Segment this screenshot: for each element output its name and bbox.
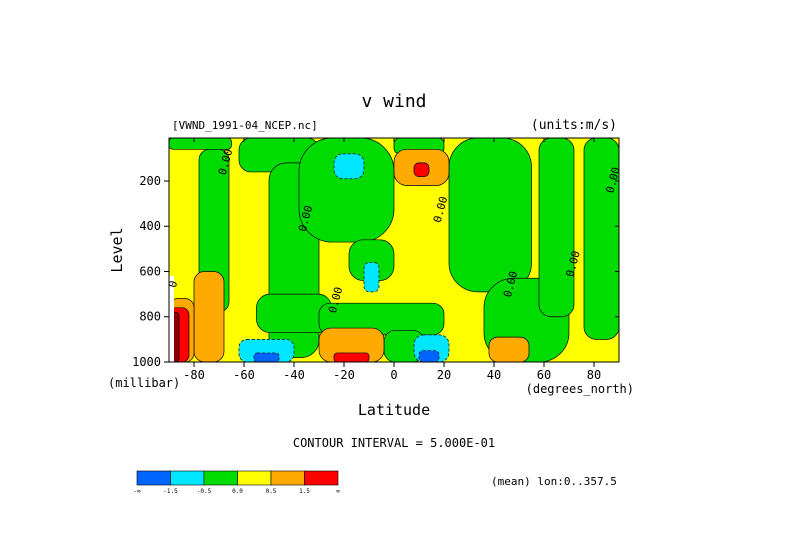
colorbar-swatch (203, 470, 238, 486)
y-tick-label: 1000 (132, 355, 161, 369)
x-tick-label: 40 (487, 368, 501, 382)
contour-fill-regions (168, 137, 620, 363)
contour-region (193, 271, 225, 363)
contour-region (363, 262, 380, 293)
contour-region (448, 137, 532, 293)
colorbar-label: -∞ (133, 488, 141, 495)
y-tick-label: 600 (139, 264, 161, 278)
x-tick-label: -80 (183, 368, 205, 382)
contour-region (488, 336, 530, 363)
colorbar-label: -1.5 (163, 488, 178, 495)
contour-region (169, 276, 174, 362)
x-axis-label: Latitude (358, 401, 430, 419)
contour-value-label: 0 (166, 279, 180, 289)
y-axis-label: Level (108, 227, 126, 272)
contour-region (538, 137, 575, 318)
x-tick-label: 20 (437, 368, 451, 382)
contour-region (253, 352, 280, 363)
colorbar-swatch (304, 470, 339, 486)
mean-label: (mean) lon:0..357.5 (491, 475, 617, 488)
colorbar-swatch (170, 470, 205, 486)
colorbar-label: 1.5 (299, 488, 310, 495)
x-tick-label: -20 (333, 368, 355, 382)
y-tick-label: 200 (139, 174, 161, 188)
colorbar-swatch (136, 470, 171, 486)
colorbar-swatch (270, 470, 305, 486)
x-axis-ticks: -80 -60 -40 -20 0 20 40 60 80 (183, 138, 601, 382)
colorbar-label: ∞ (336, 488, 340, 495)
contour-region (298, 137, 395, 243)
x-unit-label: (degrees_north) (526, 382, 634, 396)
x-tick-label: 0 (390, 368, 397, 382)
x-tick-label: -60 (233, 368, 255, 382)
x-tick-label: -40 (283, 368, 305, 382)
contour-region (418, 350, 440, 363)
colorbar-swatch (237, 470, 272, 486)
contour-interval-label: CONTOUR INTERVAL = 5.000E-01 (293, 436, 495, 450)
x-tick-label: 60 (537, 368, 551, 382)
colorbar: -∞ -1.5 -0.5 0.0 0.5 1.5 ∞ (133, 470, 340, 495)
colorbar-label: 0.0 (232, 488, 243, 495)
units-label: (units:m/s) (531, 118, 617, 133)
y-tick-label: 800 (139, 310, 161, 324)
colorbar-label: -0.5 (197, 488, 212, 495)
contour-region (413, 162, 430, 177)
y-axis-ticks: 200 400 600 800 1000 (132, 174, 619, 369)
source-label: [VWND_1991-04_NCEP.nc] (172, 119, 318, 132)
y-unit-label: (millibar) (108, 376, 180, 390)
contour-region (333, 153, 365, 180)
x-tick-label: 80 (587, 368, 601, 382)
chart-title: v wind (361, 91, 426, 112)
contour-region (333, 352, 370, 363)
colorbar-label: 0.5 (266, 488, 277, 495)
y-tick-label: 400 (139, 219, 161, 233)
